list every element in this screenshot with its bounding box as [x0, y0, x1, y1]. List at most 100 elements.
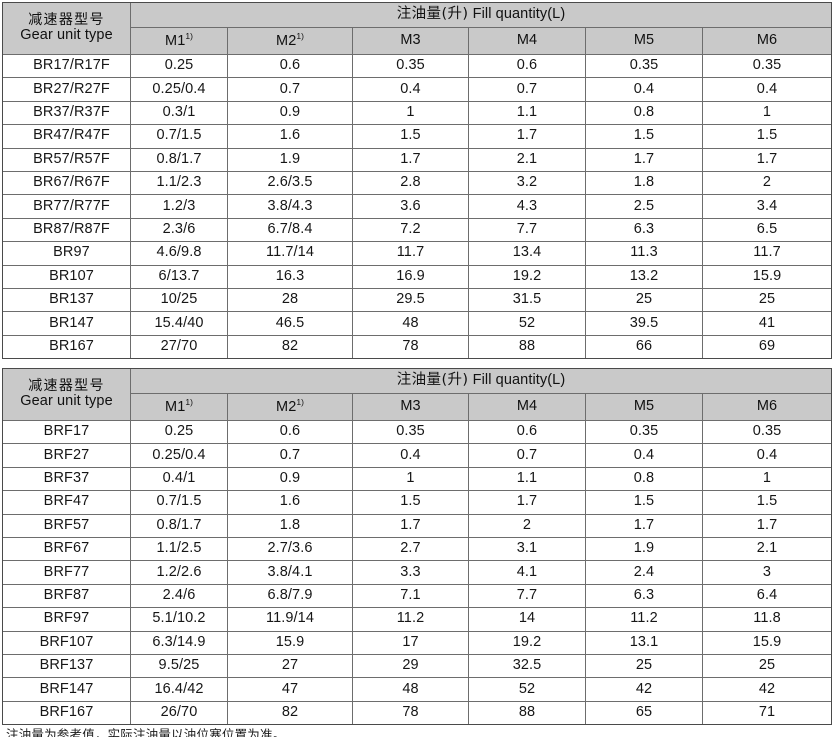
- cell-fill-quantity-m2: 27: [227, 653, 353, 679]
- cell-fill-quantity-m3: 3.6: [352, 194, 469, 219]
- cell-fill-quantity-m6: 15.9: [701, 264, 833, 289]
- fill-quantity-table: 减速器型号 Gear unit type 注油量(升) Fill quantity(…: [2, 368, 833, 726]
- cell-fill-quantity-m1: 1.1/2.3: [130, 170, 228, 196]
- cell-fill-quantity-m5: 1.7: [585, 513, 703, 539]
- cell-fill-quantity-m3: 29.5: [352, 287, 469, 313]
- cell-fill-quantity-m1: 5.1/10.2: [130, 607, 228, 632]
- cell-fill-quantity-m4: 88: [468, 700, 586, 726]
- header-mounting-position-label: M4: [516, 398, 538, 415]
- cell-gear-unit-type: BRF67: [2, 537, 131, 562]
- cell-gear-unit-type: BRF87: [2, 583, 131, 609]
- header-mounting-position-5: M5: [585, 26, 703, 56]
- table-row: BR137 10/25 28 29.5 31.5 25 25: [2, 287, 833, 313]
- header-footnote-marker: 1): [296, 397, 304, 408]
- cell-fill-quantity-m2: 2.6/3.5: [227, 170, 353, 196]
- cell-fill-quantity-m3: 0.35: [352, 420, 469, 445]
- cell-gear-unit-type: BR137: [2, 287, 131, 313]
- cell-fill-quantity-m2: 1.6: [227, 490, 353, 515]
- header-mounting-position-label: M2: [276, 32, 297, 49]
- header-fill-quantity-cn: 注油量(升): [396, 5, 469, 22]
- table-row: BR27/R27F 0.25/0.4 0.7 0.4 0.7 0.4 0.4: [2, 77, 833, 102]
- cell-fill-quantity-m4: 14: [468, 607, 586, 632]
- table-row: BRF67 1.1/2.5 2.7/3.6 2.7 3.1 1.9 2.1: [2, 537, 833, 562]
- cell-fill-quantity-m4: 88: [468, 334, 586, 360]
- cell-fill-quantity-m3: 7.1: [352, 583, 469, 609]
- header-mounting-position-label: M1: [165, 32, 186, 49]
- cell-fill-quantity-m6: 6.5: [701, 217, 833, 243]
- cell-fill-quantity-m4: 0.7: [468, 77, 586, 102]
- cell-fill-quantity-m3: 0.4: [352, 443, 469, 468]
- header-fill-quantity-group: 注油量(升) Fill quantity(L): [129, 368, 833, 394]
- header-footnote-marker: 1): [185, 397, 193, 408]
- table-row: BRF57 0.8/1.7 1.8 1.7 2 1.7 1.7: [2, 513, 833, 539]
- cell-gear-unit-type: BRF107: [2, 630, 131, 655]
- cell-fill-quantity-m4: 31.5: [468, 287, 586, 313]
- table-row: BRF17 0.25 0.6 0.35 0.6 0.35 0.35: [2, 420, 833, 445]
- cell-fill-quantity-m2: 0.9: [227, 466, 353, 492]
- cell-gear-unit-type: BR27/R27F: [2, 77, 131, 102]
- header-mounting-position-2: M21): [227, 26, 353, 56]
- table-row: BR97 4.6/9.8 11.7/14 11.7 13.4 11.3 11.7: [2, 241, 833, 266]
- cell-gear-unit-type: BR77/R77F: [2, 194, 131, 219]
- cell-fill-quantity-m1: 15.4/40: [130, 311, 228, 336]
- cell-fill-quantity-m6: 2.1: [701, 537, 833, 562]
- cell-fill-quantity-m6: 3.4: [701, 194, 833, 219]
- header-gear-unit-type-en: Gear unit type: [20, 27, 113, 44]
- cell-fill-quantity-m2: 3.8/4.3: [227, 194, 353, 219]
- cell-fill-quantity-m3: 78: [352, 334, 469, 360]
- cell-fill-quantity-m3: 1: [352, 100, 469, 126]
- cell-gear-unit-type: BR37/R37F: [2, 100, 131, 126]
- cell-fill-quantity-m5: 0.35: [585, 53, 703, 79]
- cell-fill-quantity-m4: 0.7: [468, 443, 586, 468]
- cell-gear-unit-type: BRF47: [2, 490, 131, 515]
- cell-fill-quantity-m4: 32.5: [468, 653, 586, 679]
- table-row: BR77/R77F 1.2/3 3.8/4.3 3.6 4.3 2.5 3.4: [2, 194, 833, 219]
- cell-fill-quantity-m5: 0.4: [585, 77, 703, 102]
- cell-fill-quantity-m1: 0.7/1.5: [130, 124, 228, 149]
- cell-fill-quantity-m5: 1.9: [585, 537, 703, 562]
- cell-fill-quantity-m4: 1.1: [468, 466, 586, 492]
- cell-fill-quantity-m1: 0.8/1.7: [130, 147, 228, 172]
- cell-fill-quantity-m5: 0.4: [585, 443, 703, 468]
- table-row: BRF107 6.3/14.9 15.9 17 19.2 13.1 15.9: [2, 630, 833, 655]
- fill-quantity-table: 减速器型号 Gear unit type 注油量(升) Fill quantity(…: [2, 2, 833, 360]
- cell-fill-quantity-m5: 0.35: [585, 420, 703, 445]
- table-row: BR37/R37F 0.3/1 0.9 1 1.1 0.8 1: [2, 100, 833, 126]
- table-row: BRF47 0.7/1.5 1.6 1.5 1.7 1.5 1.5: [2, 490, 833, 515]
- cell-fill-quantity-m3: 17: [352, 630, 469, 655]
- cell-fill-quantity-m2: 11.9/14: [227, 607, 353, 632]
- cell-fill-quantity-m6: 69: [701, 334, 833, 360]
- cell-fill-quantity-m2: 1.8: [227, 513, 353, 539]
- cell-fill-quantity-m5: 13.1: [585, 630, 703, 655]
- cell-fill-quantity-m5: 66: [585, 334, 703, 360]
- cell-fill-quantity-m4: 3.1: [468, 537, 586, 562]
- cell-fill-quantity-m1: 0.4/1: [130, 466, 228, 492]
- cell-fill-quantity-m5: 1.5: [585, 124, 703, 149]
- header-footnote-marker: 1): [296, 31, 304, 42]
- cell-fill-quantity-m2: 47: [227, 677, 353, 702]
- cell-fill-quantity-m1: 0.25: [130, 420, 228, 445]
- cell-fill-quantity-m3: 2.8: [352, 170, 469, 196]
- cell-fill-quantity-m3: 1.7: [352, 147, 469, 172]
- cell-fill-quantity-m6: 11.7: [701, 241, 833, 266]
- table-row: BRF97 5.1/10.2 11.9/14 11.2 14 11.2 11.8: [2, 607, 833, 632]
- cell-fill-quantity-m1: 26/70: [130, 700, 228, 726]
- cell-gear-unit-type: BRF37: [2, 466, 131, 492]
- cell-fill-quantity-m3: 3.3: [352, 560, 469, 585]
- cell-fill-quantity-m4: 1.7: [468, 490, 586, 515]
- header-gear-unit-type: 减速器型号 Gear unit type: [2, 368, 131, 422]
- cell-fill-quantity-m6: 1: [701, 466, 833, 492]
- cell-fill-quantity-m6: 1.7: [701, 147, 833, 172]
- cell-fill-quantity-m6: 2: [701, 170, 833, 196]
- cell-fill-quantity-m6: 25: [701, 653, 833, 679]
- cell-fill-quantity-m2: 82: [227, 700, 353, 726]
- cell-gear-unit-type: BRF57: [2, 513, 131, 539]
- cell-fill-quantity-m4: 52: [468, 311, 586, 336]
- cell-fill-quantity-m5: 11.3: [585, 241, 703, 266]
- cell-fill-quantity-m6: 25: [701, 287, 833, 313]
- cell-gear-unit-type: BR87/R87F: [2, 217, 131, 243]
- header-mounting-position-label: M6: [756, 398, 778, 415]
- table-header-row-sub: M11) M21) M3 M4 M5 M6: [3, 26, 833, 56]
- cell-fill-quantity-m1: 16.4/42: [130, 677, 228, 702]
- cell-gear-unit-type: BRF17: [2, 420, 131, 445]
